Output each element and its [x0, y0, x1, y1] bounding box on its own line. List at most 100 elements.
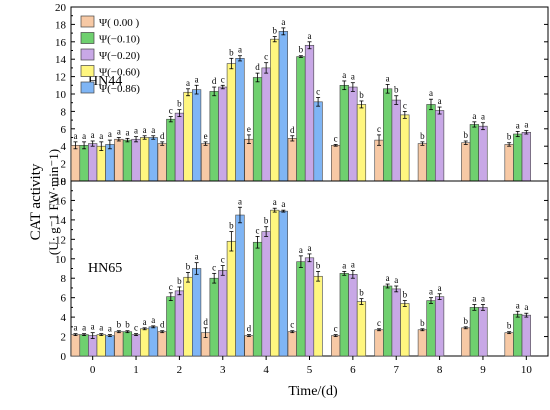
- y-tick-label: 16: [55, 195, 67, 207]
- x-tick-label: 0: [90, 364, 96, 376]
- bar: [174, 290, 185, 357]
- bar: [261, 67, 271, 182]
- significance-letter: a: [308, 31, 312, 41]
- significance-letter: a: [342, 260, 346, 270]
- significance-letter: a: [73, 131, 77, 141]
- significance-letter: a: [186, 78, 190, 88]
- significance-letter: d: [247, 324, 252, 334]
- bar: [400, 114, 410, 182]
- y-axis-unit: (U· g⁻1 FW·min⁻1): [46, 149, 61, 255]
- bar: [226, 63, 236, 182]
- legend-swatch: [80, 15, 95, 28]
- significance-letter: a: [91, 130, 95, 140]
- bar: [235, 214, 245, 357]
- significance-letter: d: [255, 62, 260, 72]
- bar: [192, 89, 202, 182]
- significance-letter: a: [151, 315, 155, 325]
- bar: [356, 301, 367, 357]
- significance-letter: a: [429, 287, 433, 297]
- y-tick-label: 12: [55, 72, 66, 84]
- significance-letter: e: [204, 131, 208, 141]
- significance-letter: a: [299, 245, 303, 255]
- legend-swatch: [80, 65, 95, 77]
- significance-letter: b: [464, 316, 469, 326]
- legend-label: Ψ( 0.00 ): [99, 17, 140, 29]
- bar: [331, 335, 341, 357]
- significance-letter: c: [169, 106, 173, 116]
- bar: [70, 334, 81, 357]
- x-tick-label: 4: [263, 364, 269, 376]
- bar: [434, 110, 445, 182]
- significance-letter: b: [507, 321, 512, 331]
- bar: [313, 101, 323, 182]
- legend-swatch: [80, 48, 95, 61]
- significance-letter: b: [125, 320, 130, 330]
- bar: [391, 99, 401, 182]
- bar: [105, 144, 115, 182]
- bar: [513, 313, 523, 357]
- significance-letter: b: [403, 290, 408, 300]
- legend-label: Ψ(−0.60): [99, 67, 140, 79]
- x-tick-label: 2: [177, 364, 183, 376]
- legend-item: Ψ(−0.60): [80, 65, 140, 79]
- significance-letter: a: [516, 300, 520, 310]
- significance-letter: a: [143, 317, 147, 327]
- bar: [192, 268, 202, 357]
- y-tick-label: 14: [55, 54, 67, 66]
- significance-letter: b: [464, 130, 469, 140]
- bar: [96, 334, 106, 357]
- bar: [79, 334, 89, 357]
- bar: [235, 58, 245, 182]
- significance-letter: b: [186, 261, 191, 271]
- legend-item: Ψ(−0.86): [80, 81, 140, 95]
- significance-letter: b: [299, 45, 304, 55]
- significance-letter: d: [160, 131, 165, 141]
- bar: [70, 145, 81, 182]
- legend-label: Ψ(−0.20): [99, 50, 140, 62]
- bar: [157, 143, 167, 182]
- significance-letter: a: [117, 127, 121, 137]
- bar: [79, 145, 89, 182]
- significance-letter: a: [281, 17, 285, 27]
- significance-letter: a: [386, 273, 390, 283]
- y-tick-label: 2: [61, 159, 67, 171]
- significance-letter: b: [420, 318, 425, 328]
- y-axis-title: CAT activity: [28, 163, 44, 240]
- significance-letter: c: [221, 255, 225, 265]
- y-tick-label: 12: [55, 234, 66, 246]
- bar: [417, 329, 427, 357]
- significance-letter: b: [394, 85, 399, 95]
- bar: [252, 241, 263, 357]
- bar: [209, 277, 219, 357]
- significance-letter: a: [134, 126, 138, 136]
- bar: [469, 124, 479, 182]
- bar: [105, 335, 115, 357]
- bar: [287, 331, 297, 357]
- legend-swatch: [80, 81, 95, 94]
- bar: [383, 285, 393, 357]
- significance-letter: c: [377, 124, 381, 134]
- significance-letter: c: [316, 86, 320, 96]
- significance-letter: b: [177, 276, 182, 286]
- x-tick-label: 7: [393, 364, 399, 376]
- significance-letter: b: [316, 260, 321, 270]
- y-tick-label: 0: [61, 351, 67, 363]
- significance-letter: d: [212, 76, 217, 86]
- significance-letter: a: [281, 199, 285, 209]
- x-tick-label: 9: [480, 364, 486, 376]
- bar: [140, 328, 150, 357]
- bar: [122, 331, 133, 357]
- significance-letter: a: [82, 131, 86, 141]
- bar: [174, 112, 185, 182]
- significance-letter: c: [221, 74, 225, 84]
- significance-letter: e: [247, 124, 251, 134]
- bar: [461, 142, 471, 182]
- bar: [331, 145, 341, 182]
- significance-letter: a: [386, 73, 390, 83]
- significance-letter: a: [99, 323, 103, 333]
- y-tick-label: 10: [55, 89, 67, 101]
- bar: [313, 275, 323, 357]
